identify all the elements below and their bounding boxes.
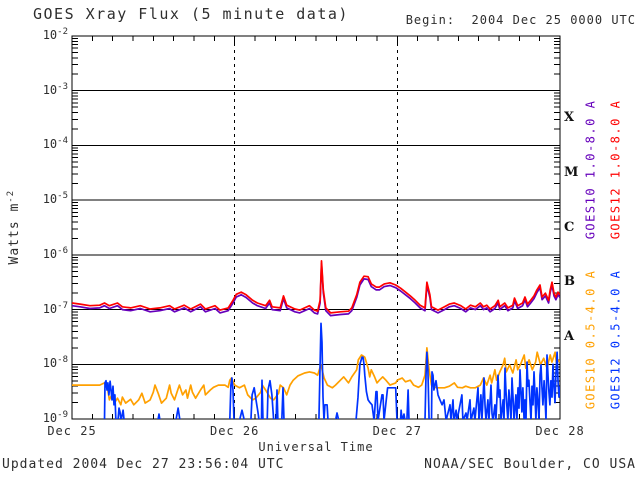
y-axis-label-exponent: -2 xyxy=(5,189,16,203)
y-tick-label-1e-4: 10-4 xyxy=(42,136,68,152)
x-tick-label-dec-26: Dec 26 xyxy=(209,424,260,438)
x-axis-label: Universal Time xyxy=(258,440,374,454)
x-tick-label-dec-27: Dec 27 xyxy=(372,424,423,438)
flare-class-a: A xyxy=(564,328,575,344)
source-credit: NOAA/SEC Boulder, CO USA xyxy=(424,457,636,472)
flare-class-b: B xyxy=(564,274,575,290)
y-tick-label-1e-5: 10-5 xyxy=(42,191,68,207)
y-axis-label: Watts m-2 xyxy=(6,167,22,287)
y-tick-label-1e-7: 10-7 xyxy=(42,300,68,316)
legend-goes10-short: GOES10 0.5-4.0 A xyxy=(583,269,598,410)
flare-class-x: X xyxy=(564,110,575,126)
flare-class-c: C xyxy=(564,219,575,235)
x-tick-label-dec-28: Dec 28 xyxy=(535,424,585,438)
y-tick-label-1e-8: 10-8 xyxy=(42,355,68,371)
legend-goes12-short: GOES12 0.5-4.0 A xyxy=(608,269,623,410)
x-tick-label-dec-25: Dec 25 xyxy=(47,424,97,438)
page-title: GOES Xray Flux (5 minute data) xyxy=(33,5,349,23)
y-tick-label-1e-6: 10-6 xyxy=(42,245,68,261)
y-tick-label-1e-9: 10-9 xyxy=(42,410,68,425)
begin-timestamp: Begin: 2004 Dec 25 0000 UTC xyxy=(405,13,636,27)
y-tick-label-1e-3: 10-3 xyxy=(42,81,68,97)
y-tick-label-1e-2: 10-2 xyxy=(42,27,68,42)
flare-class-m: M xyxy=(564,164,579,180)
legend-goes12-long: GOES12 1.0-8.0 A xyxy=(608,99,623,240)
updated-timestamp: Updated 2004 Dec 27 23:56:04 UTC xyxy=(2,457,285,472)
legend-goes10-long: GOES10 1.0-8.0 A xyxy=(583,99,598,240)
